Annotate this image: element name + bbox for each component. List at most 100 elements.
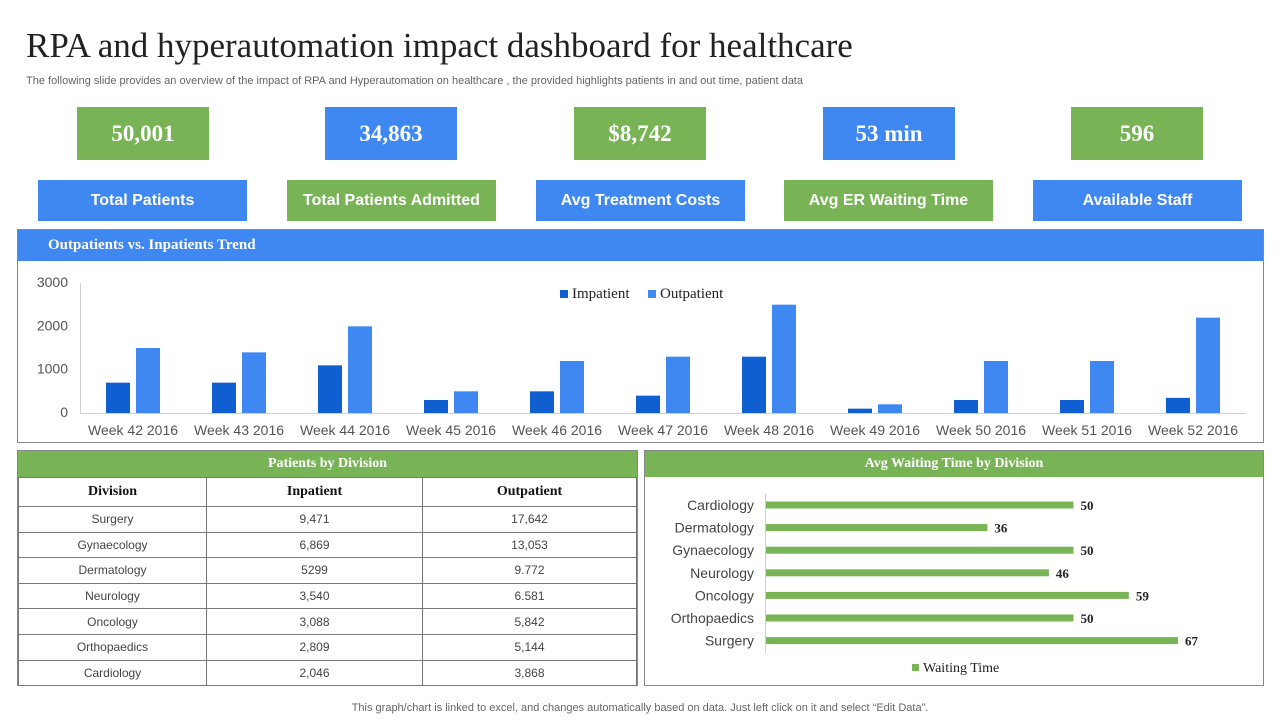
bar-outpatient xyxy=(878,404,902,413)
x-tick-label: Week 43 2016 xyxy=(194,422,284,438)
bar-outpatient xyxy=(136,348,160,413)
x-tick-label: Week 44 2016 xyxy=(300,422,390,438)
bar-impatient xyxy=(636,395,660,413)
cell-outpatient: 6.581 xyxy=(422,582,637,610)
x-tick-label: Week 48 2016 xyxy=(724,422,814,438)
category-label: Surgery xyxy=(705,633,754,649)
cell-outpatient: 3,868 xyxy=(422,659,637,687)
bar-impatient xyxy=(318,365,342,413)
division-panel: Patients by Division Division Inpatient … xyxy=(17,450,638,687)
x-tick-label: Week 46 2016 xyxy=(512,422,602,438)
footer-note: This graph/chart is linked to excel, and… xyxy=(351,702,929,714)
legend-label-impatient: Impatient xyxy=(572,286,630,302)
y-tick-label: 0 xyxy=(60,404,68,420)
table-header-row: Division Inpatient Outpatient xyxy=(18,477,637,507)
kpi-label-avg-treatment-cost: Avg Treatment Costs xyxy=(536,180,745,221)
kpi-value-total-admitted: 34,863 xyxy=(325,107,457,160)
bar-waiting-time xyxy=(766,569,1049,577)
category-label: Dermatology xyxy=(675,520,754,536)
table-row: Gynaecology 6,869 13,053 xyxy=(18,531,637,559)
legend-label-waiting-time: Waiting Time xyxy=(923,661,999,676)
bar-waiting-time xyxy=(766,614,1074,622)
x-tick-label: Week 42 2016 xyxy=(88,422,178,438)
data-label: 36 xyxy=(994,521,1008,536)
bar-impatient xyxy=(212,382,236,413)
kpi-value-avg-er-waiting: 53 min xyxy=(823,107,955,160)
trend-panel: Outpatients vs. Inpatients Trend 0 1000 20… xyxy=(17,229,1264,443)
kpi-value-total-patients: 50,001 xyxy=(77,107,209,160)
header-division: Division xyxy=(18,477,207,507)
cell-outpatient: 5,144 xyxy=(422,633,637,661)
y-tick-label: 1000 xyxy=(37,361,68,377)
bar-impatient xyxy=(1060,400,1084,413)
cell-division: Surgery xyxy=(18,506,207,533)
table-row: Oncology 3,088 5,842 xyxy=(18,608,637,635)
data-label: 50 xyxy=(1081,543,1094,558)
bar-outpatient xyxy=(1196,317,1220,413)
legend-swatch-waiting-time xyxy=(912,664,919,671)
kpi-label-total-admitted: Total Patients Admitted xyxy=(287,180,496,221)
division-table: Division Inpatient Outpatient Surgery 9,… xyxy=(18,477,637,687)
bar-impatient xyxy=(954,400,978,413)
cell-division: Oncology xyxy=(18,608,207,635)
cell-inpatient: 9,471 xyxy=(206,506,423,533)
trend-panel-title: Outpatients vs. Inpatients Trend xyxy=(18,230,1263,261)
bar-impatient xyxy=(1166,397,1190,413)
bar-impatient xyxy=(530,391,554,413)
bar-outpatient xyxy=(984,361,1008,413)
trend-chart[interactable]: 0 1000 2000 3000 Week 42 2016 Week 43 2016 Wee… xyxy=(18,261,1263,443)
cell-inpatient: 3,540 xyxy=(206,582,423,610)
cell-outpatient: 9.772 xyxy=(422,557,637,584)
table-row: Orthopaedics 2,809 5,144 xyxy=(18,633,637,661)
table-row: Neurology 3,540 6.581 xyxy=(18,582,637,610)
bar-outpatient xyxy=(348,326,372,413)
kpi-label-available-staff: Available Staff xyxy=(1033,180,1242,221)
category-label: Cardiology xyxy=(687,497,754,513)
x-tick-label: Week 50 2016 xyxy=(936,422,1026,438)
kpi-value-avg-treatment-cost: $8,742 xyxy=(574,107,706,160)
bar-waiting-time xyxy=(766,591,1129,599)
cell-outpatient: 13,053 xyxy=(422,531,637,559)
cell-division: Orthopaedics xyxy=(18,633,207,661)
cell-division: Dermatology xyxy=(18,557,207,584)
x-tick-label: Week 45 2016 xyxy=(406,422,496,438)
waiting-panel-title: Avg Waiting Time by Division xyxy=(645,451,1263,477)
legend-label-outpatient: Outpatient xyxy=(660,286,724,302)
bar-outpatient xyxy=(1090,361,1114,413)
bar-impatient xyxy=(848,408,872,413)
page-title: RPA and hyperautomation impact dashboard… xyxy=(26,26,853,65)
waiting-chart[interactable]: Cardiology 50 Dermatology 36 Gynaecology 50 Ne… xyxy=(645,477,1263,685)
y-tick-label: 2000 xyxy=(37,317,68,333)
cell-division: Gynaecology xyxy=(18,531,207,559)
kpi-label-avg-er-waiting: Avg ER Waiting Time xyxy=(784,180,993,221)
cell-division: Cardiology xyxy=(18,659,207,687)
legend-swatch-impatient xyxy=(560,290,568,298)
bar-outpatient xyxy=(772,304,796,413)
x-tick-label: Week 51 2016 xyxy=(1042,422,1132,438)
cell-outpatient: 17,642 xyxy=(422,506,637,533)
x-tick-label: Week 49 2016 xyxy=(830,422,920,438)
bar-outpatient xyxy=(560,361,584,413)
cell-inpatient: 2,046 xyxy=(206,659,423,687)
data-label: 59 xyxy=(1136,588,1150,603)
kpi-label-total-patients: Total Patients xyxy=(38,180,247,221)
data-label: 67 xyxy=(1185,634,1199,649)
cell-inpatient: 2,809 xyxy=(206,633,423,661)
bar-waiting-time xyxy=(766,637,1179,645)
x-tick-label: Week 47 2016 xyxy=(618,422,708,438)
bar-outpatient xyxy=(454,391,478,413)
data-label: 50 xyxy=(1081,498,1094,513)
division-panel-title: Patients by Division xyxy=(18,451,637,477)
bar-waiting-time xyxy=(766,501,1074,509)
legend-swatch-outpatient xyxy=(648,290,656,298)
cell-division: Neurology xyxy=(18,582,207,610)
bar-outpatient xyxy=(242,352,266,413)
category-label: Neurology xyxy=(690,565,754,581)
bar-impatient xyxy=(742,356,766,413)
category-label: Gynaecology xyxy=(672,542,754,558)
bar-outpatient xyxy=(666,356,690,413)
data-label: 46 xyxy=(1056,566,1070,581)
cell-inpatient: 5299 xyxy=(206,557,423,584)
bar-impatient xyxy=(106,382,130,413)
bar-waiting-time xyxy=(766,546,1074,554)
